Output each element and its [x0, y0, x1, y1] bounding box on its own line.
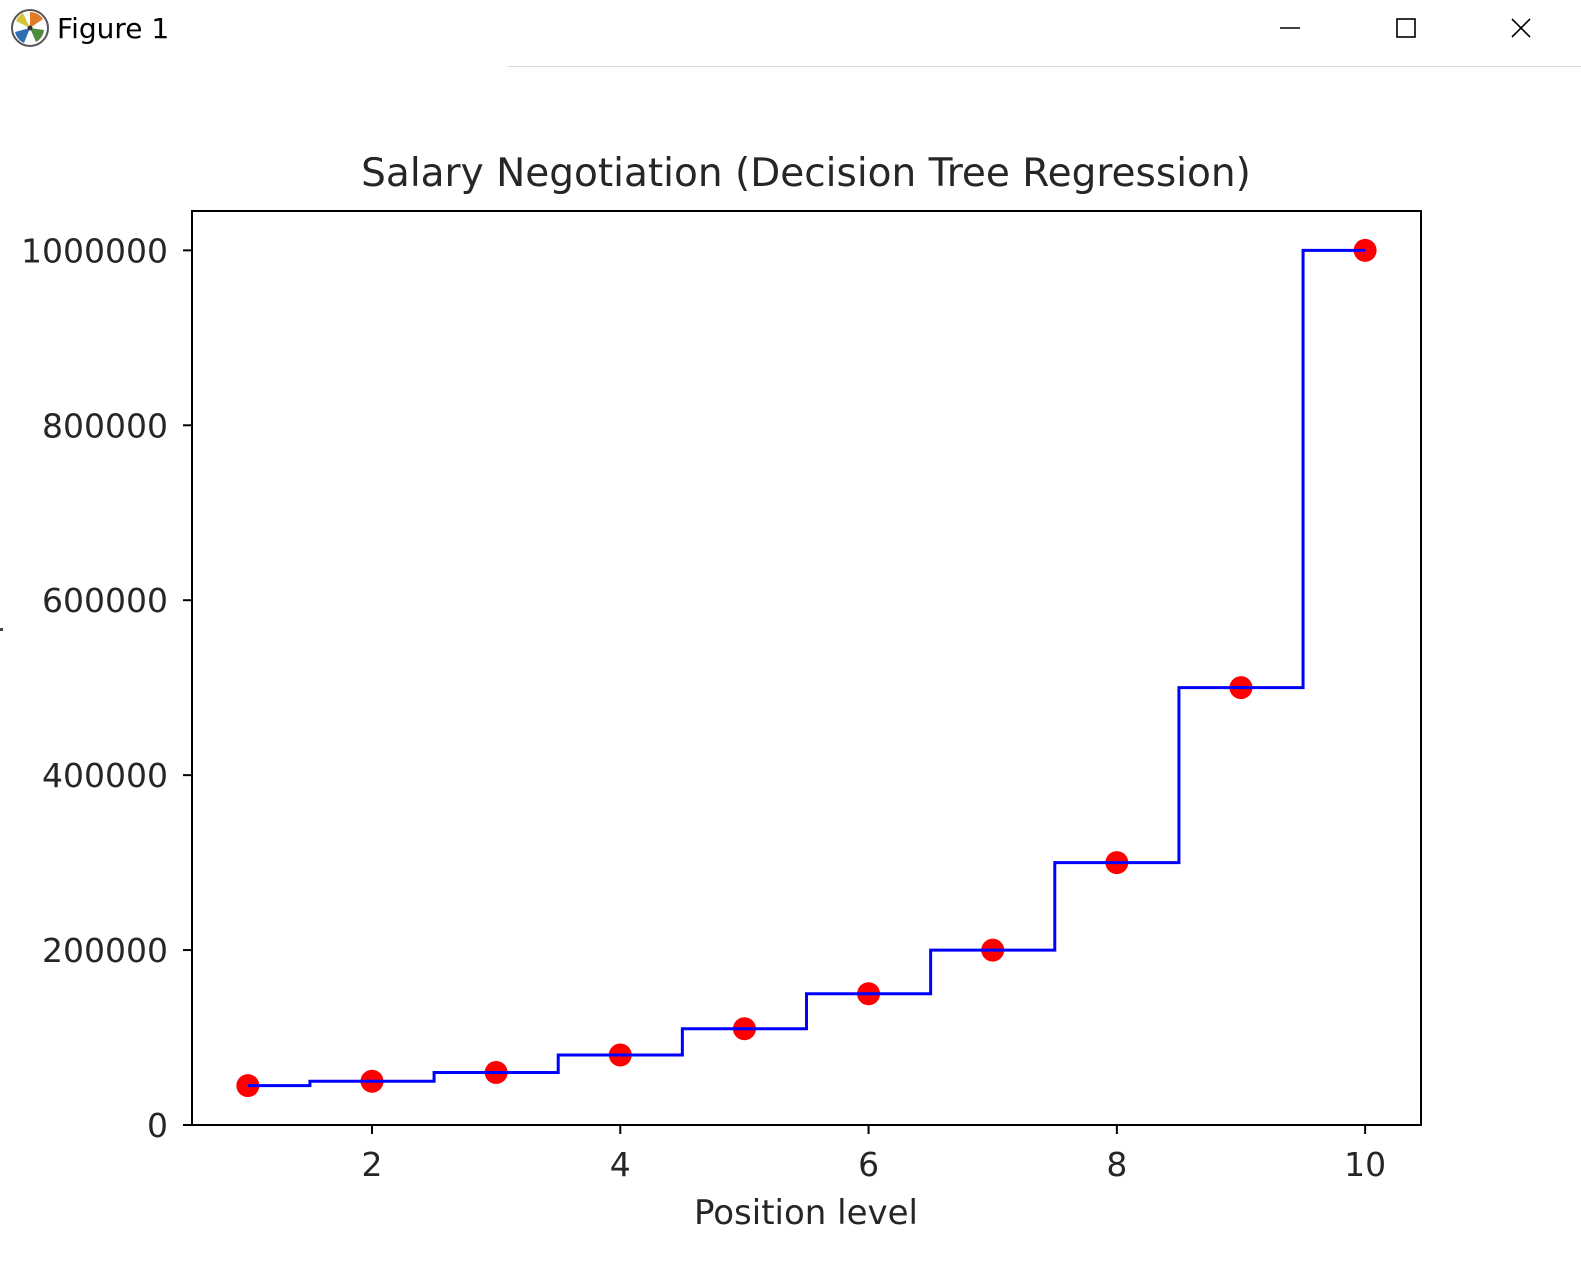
- minimize-icon: [1280, 27, 1300, 29]
- matplotlib-logo-icon: [11, 9, 49, 47]
- y-tick-label: 400000: [42, 756, 168, 795]
- toolbar-divider: [508, 66, 1581, 67]
- x-tick-label: 4: [610, 1145, 631, 1184]
- y-tick-label: 600000: [42, 581, 168, 620]
- chart-title: Salary Negotiation (Decision Tree Regres…: [361, 151, 1251, 196]
- x-tick-label: 10: [1344, 1145, 1386, 1184]
- y-tick-label: 0: [147, 1106, 168, 1145]
- x-tick-label: 6: [858, 1145, 879, 1184]
- x-axis-label: Position level: [694, 1193, 918, 1233]
- window-title: Figure 1: [57, 12, 170, 45]
- plot-frame: [191, 210, 1422, 1126]
- maximize-button[interactable]: [1348, 0, 1464, 56]
- x-tick-label: 2: [362, 1145, 383, 1184]
- step-line: [247, 248, 1366, 1088]
- scatter-series: [236, 238, 1377, 1098]
- close-button[interactable]: [1463, 0, 1579, 56]
- x-axis-ticks: 2 4 6 8 10: [362, 1125, 1386, 1184]
- x-tick-label: 8: [1106, 1145, 1127, 1184]
- maximize-icon: [1396, 18, 1416, 38]
- y-tick-label: 800000: [42, 406, 168, 445]
- y-axis-ticks: 0 200000 400000 600000 800000 1000000: [21, 231, 192, 1145]
- y-tick-label: 1000000: [21, 231, 168, 270]
- step-series: [247, 248, 1366, 1088]
- minimize-button[interactable]: [1232, 0, 1348, 56]
- edge-mark: [0, 628, 3, 631]
- close-icon: [1511, 18, 1531, 38]
- y-tick-label: 200000: [42, 931, 168, 970]
- window-titlebar: Figure 1: [0, 0, 1581, 66]
